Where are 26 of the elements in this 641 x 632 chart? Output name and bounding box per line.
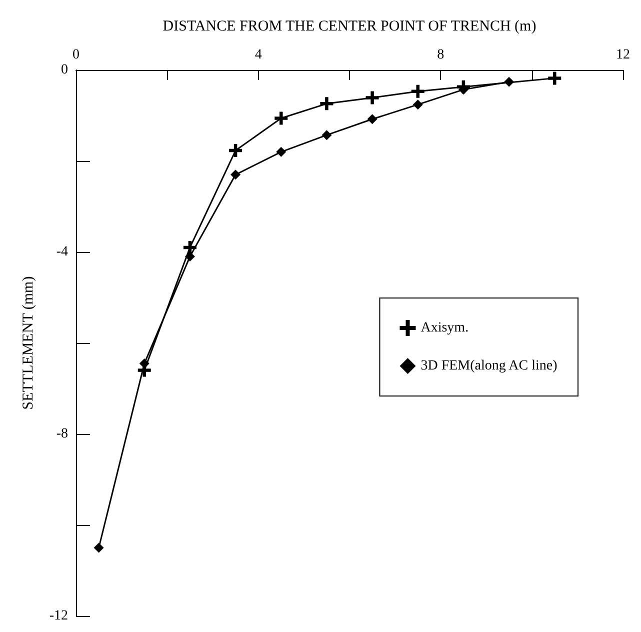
y-tick-label: 0 [61,62,68,78]
point [229,144,242,158]
point [320,97,334,110]
y-tick-label: -12 [49,608,68,624]
point [412,100,423,110]
legend-label: 3D FEM(along AC line) [420,358,558,374]
y-tick-label: -4 [56,244,68,260]
point [504,76,514,87]
y-tick-label: -8 [56,426,68,442]
point [322,130,332,140]
point [276,146,286,157]
legend-label: Axisym. [420,320,469,336]
x-axis-title: DISTANCE FROM THE CENTER POINT OF TRENCH (m) [162,18,536,34]
y-axis-title: SETTLEMENT (mm) [20,276,36,410]
point [548,72,562,85]
x-tick-label: 0 [72,48,80,62]
point [411,84,424,98]
x-tick-label: 8 [437,48,444,62]
x-tick-label: 4 [254,48,262,62]
point [139,358,150,368]
x-tick-label: 12 [616,48,630,62]
point [366,91,379,104]
point [274,112,288,125]
point [94,542,104,553]
point [367,114,378,124]
point [230,170,241,180]
